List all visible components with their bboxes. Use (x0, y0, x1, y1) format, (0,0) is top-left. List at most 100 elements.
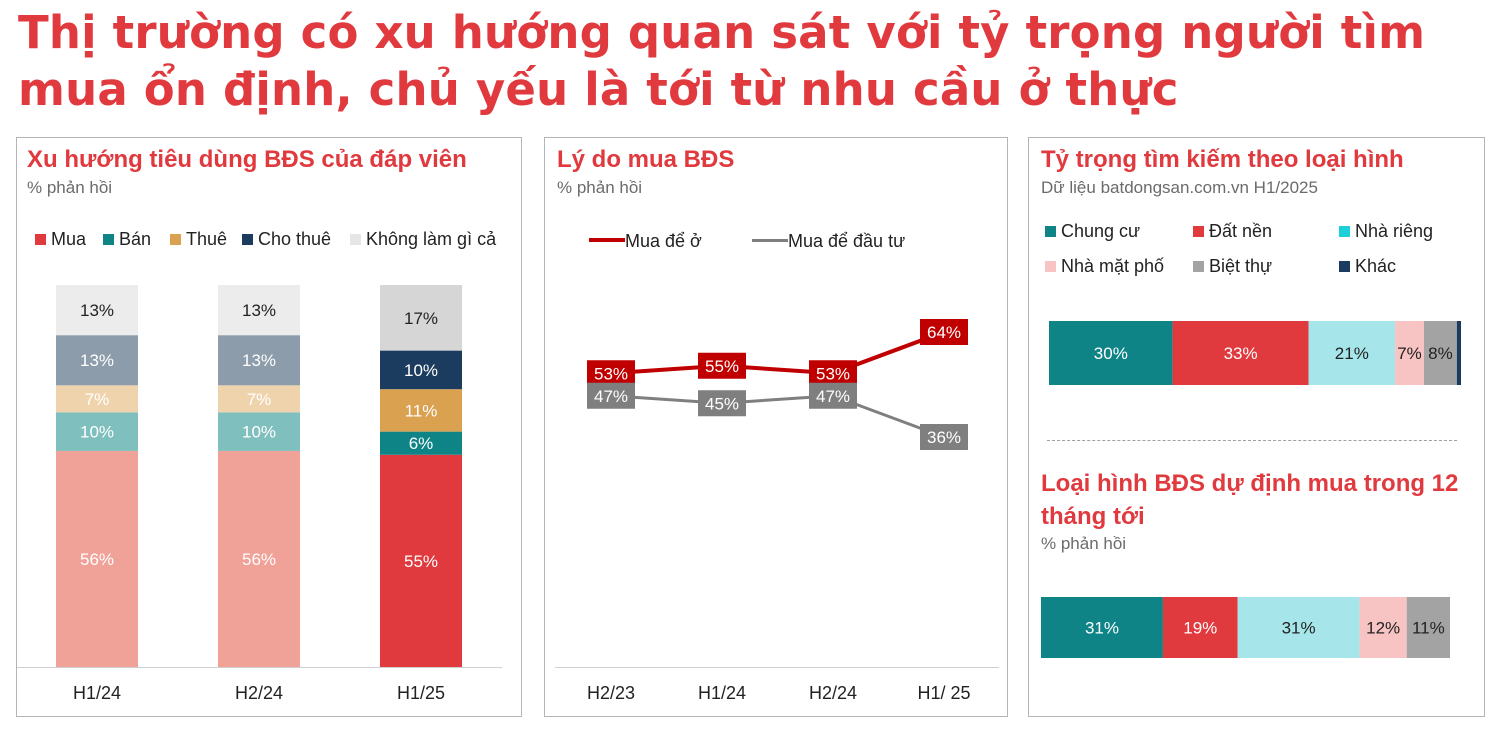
legend-swatch (1045, 225, 1056, 237)
panel-subtitle: Dữ liệu batdongsan.com.vn H1/2025 (1041, 178, 1318, 197)
x-tick-label: H1/ 25 (917, 683, 970, 703)
data-label: 56% (80, 550, 114, 569)
panel-subtitle-secondary: % phản hồi (1041, 534, 1127, 553)
legend-item-biet-thu: Biệt thự (1193, 256, 1272, 277)
bar-segment-ban (56, 412, 138, 451)
bar-segment-khong-lam-gi (56, 285, 138, 336)
data-label-box (698, 352, 746, 379)
data-label: 53% (594, 364, 628, 383)
legend-label: Không làm gì cả (366, 229, 497, 249)
legend-label: Mua để đầu tư (788, 231, 906, 251)
legend-swatch (170, 233, 181, 245)
legend-label: Chung cư (1061, 221, 1141, 241)
bar-segment-thue (218, 385, 300, 413)
legend-label: Cho thuê (258, 229, 332, 249)
legend-item-mua-de-dau-tu: Mua để đầu tư (752, 231, 905, 252)
legend-swatch (1193, 260, 1204, 272)
bar-segment-mua (218, 450, 300, 667)
data-label-box (920, 319, 968, 345)
legend-item-mat-pho: Nhà mặt phố (1045, 256, 1164, 277)
panel-title: Tỷ trọng tìm kiếm theo loại hình (1041, 146, 1404, 173)
bar-segment-thue (56, 385, 138, 413)
panel-purchase-reason: Lý do mua BĐS % phản hồi Mua để ở Mua để… (544, 137, 1008, 717)
bar-segment (1406, 597, 1450, 658)
data-label: 33% (1224, 344, 1258, 363)
data-label-box (809, 360, 857, 387)
panel-consumption-trend: Xu hướng tiêu dùng BĐS của đáp viên % ph… (16, 137, 522, 717)
data-label: 64% (927, 323, 961, 342)
data-label-box (587, 360, 635, 387)
legend-swatch (1339, 225, 1350, 237)
data-label: 10% (242, 423, 276, 442)
legend-item-khac: Khác (1339, 256, 1396, 277)
legend-item-ban: Bán (103, 229, 151, 250)
x-tick-label: H1/25 (397, 683, 445, 703)
legend-swatch (1193, 225, 1204, 237)
data-label: 36% (927, 428, 961, 447)
legend-item-chung-cu: Chung cư (1045, 221, 1140, 242)
legend-swatch (1045, 260, 1056, 272)
data-label: 10% (404, 361, 438, 380)
data-label: 7% (247, 390, 272, 409)
legend-label: Bán (119, 229, 152, 249)
legend-label: Mua để ở (625, 231, 702, 251)
data-label: 53% (816, 364, 850, 383)
data-label: 12% (1366, 619, 1400, 638)
bar-segment-thue (380, 389, 462, 432)
data-label: 30% (1094, 344, 1128, 363)
legend-item-mua: Mua (35, 229, 86, 250)
panel-title: Xu hướng tiêu dùng BĐS của đáp viên (27, 146, 467, 173)
legend-item-cho-thue: Cho thuê (242, 229, 331, 250)
legend-label: Nhà mặt phố (1061, 256, 1165, 276)
x-tick-label: H2/24 (809, 683, 857, 703)
data-label: 56% (242, 550, 276, 569)
bar-segment (1172, 321, 1309, 385)
data-label: 31% (1085, 619, 1119, 638)
data-label: 10% (80, 423, 114, 442)
data-label: 11% (1412, 619, 1445, 638)
data-label-box (809, 382, 857, 409)
data-label: 13% (80, 351, 114, 370)
data-label: 19% (1183, 619, 1217, 638)
x-tick-label: H1/24 (73, 683, 121, 703)
legend-item-mua-de-o: Mua để ở (589, 231, 702, 252)
panel-subtitle: % phản hồi (27, 178, 113, 197)
legend-label: Khác (1355, 256, 1397, 276)
data-label: 6% (409, 434, 434, 453)
legend-swatch (1339, 260, 1350, 272)
bar-segment-ban (218, 412, 300, 451)
panel-subtitle: % phản hồi (557, 178, 643, 197)
bar-segment (1237, 597, 1360, 658)
bar-segment-mua (380, 454, 462, 667)
data-label: 11% (405, 401, 438, 420)
bar-segment-cho-thue (380, 350, 462, 390)
data-label: 7% (1397, 344, 1422, 363)
data-label: 55% (705, 357, 739, 376)
data-label: 45% (705, 394, 739, 413)
bar-segment (1049, 321, 1173, 385)
panel-title-secondary-line2: tháng tới (1041, 503, 1145, 530)
x-tick-label: H2/23 (587, 683, 635, 703)
bar-segment (1423, 321, 1457, 385)
bar-segment (1359, 597, 1407, 658)
legend-label: Nhà riêng (1355, 221, 1434, 241)
data-label: 8% (1428, 344, 1453, 363)
data-label: 7% (85, 390, 110, 409)
legend-line-swatch (589, 238, 625, 243)
section-divider (1047, 440, 1457, 441)
search-share-bar: 30% 33% 21% 7% 8% 31% 19% 31% 12% 11% (1041, 321, 1461, 658)
data-label-box (698, 390, 746, 417)
bar-segment-cho-thue (218, 335, 300, 386)
bar-segment (1308, 321, 1396, 385)
page-title: Thị trường có xu hướng quan sát với tỷ t… (18, 6, 1426, 116)
data-label: 13% (242, 351, 276, 370)
legend-swatch (35, 233, 46, 245)
bar-segment-mua (56, 450, 138, 667)
stacked-bar-chart: 56% 10% 7% 13% 13% H1/24 56% 10% 7% 13% 13% H2/24 55… (17, 285, 502, 703)
bar-segment-khong-lam-gi (218, 285, 300, 336)
legend-item-nha-rieng: Nhà riêng (1339, 221, 1433, 242)
data-label: 55% (404, 552, 438, 571)
panel-property-type: Tỷ trọng tìm kiếm theo loại hình Dữ liệu… (1028, 137, 1485, 717)
legend-swatch (103, 233, 114, 245)
legend-item-dat-nen: Đất nền (1193, 221, 1272, 242)
